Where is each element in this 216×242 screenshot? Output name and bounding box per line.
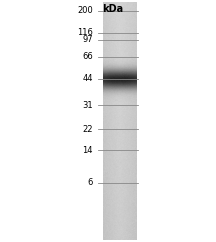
- Text: 6: 6: [87, 178, 93, 187]
- Text: 14: 14: [82, 145, 93, 155]
- Text: 31: 31: [82, 101, 93, 110]
- Text: 66: 66: [82, 52, 93, 61]
- Text: kDa: kDa: [102, 4, 123, 14]
- Text: 44: 44: [82, 74, 93, 83]
- Text: 116: 116: [77, 28, 93, 37]
- Text: 22: 22: [82, 125, 93, 134]
- Text: 200: 200: [77, 6, 93, 15]
- Text: 97: 97: [82, 35, 93, 45]
